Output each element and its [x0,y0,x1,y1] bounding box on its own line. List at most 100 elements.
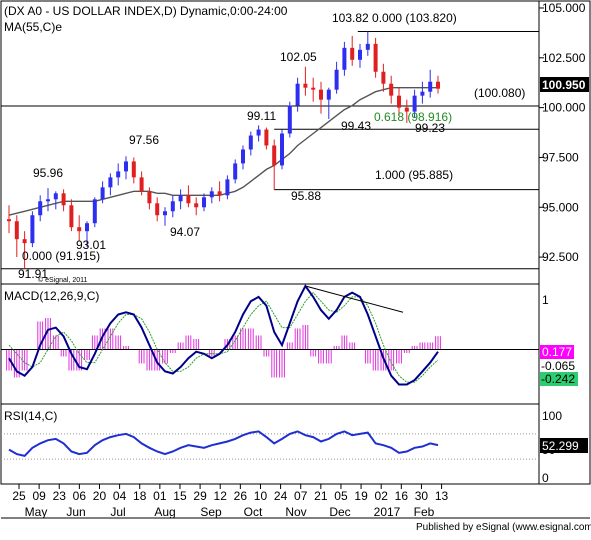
x-day-label: 15 [173,489,187,503]
x-month-label: Oct [244,505,263,519]
chart-title: (DX A0 - US DOLLAR INDEX,D) Dynamic,0:00… [4,4,288,18]
price-tick-label: 97.500 [542,150,579,164]
current-price-value: 100.950 [542,78,586,92]
price-y-ticks: 105.000 102.500 100.000 97.500 95.000 92.500 [539,1,586,264]
candle-body [147,191,152,204]
label-99-23: 99.23 [415,121,445,135]
candle-body [311,87,316,90]
candle-body [256,129,261,136]
macd-signal-line [8,291,439,383]
candle-body [404,107,409,112]
x-month-label: Jun [66,505,85,519]
candle-body [14,221,19,240]
candle-body [295,83,300,106]
candle-body [194,203,199,208]
macd-trendline [305,285,404,313]
x-day-label: 29 [193,489,207,503]
macd-line [8,284,439,386]
x-day-label: 12 [214,489,228,503]
candle-body [241,149,245,164]
candle-body [92,199,97,224]
x-day-label: 09 [32,489,46,503]
candle-body [100,187,105,200]
candle-body [389,83,394,96]
candles [7,31,440,269]
candle-body [53,193,58,200]
rsi-tick-100: 100 [542,409,562,423]
x-month-label: Jul [110,505,125,519]
x-day-label: 10 [254,489,268,503]
x-day-label: 02 [375,489,389,503]
base-0-label: 0.000 (91.915) [22,249,100,263]
macd-label: MACD(12,26,9,C) [4,289,99,303]
x-day-label: 05 [334,489,348,503]
macd-value-tag [540,372,578,386]
candle-body [69,205,74,228]
x-day-label: 07 [294,489,308,503]
candle-body [209,191,214,198]
candle-body [46,199,50,202]
x-day-label: 16 [395,489,409,503]
macd-signal-value: -0.065 [541,359,575,373]
label-93-01: 93.01 [76,238,106,252]
rsi-tick-0: 0 [542,471,549,485]
price-level-lines [1,30,539,270]
macd-signal-tag [540,359,574,372]
rsi-line [8,430,439,458]
candle-body [373,43,378,72]
x-month-label: Feb [414,505,435,519]
candle-body [22,239,27,244]
candle-body [436,81,440,89]
candle-body [77,227,82,232]
candle-body [131,161,136,178]
label-94-07: 94.07 [170,225,200,239]
candle-body [272,145,277,166]
macd-tick-1: 1 [542,293,549,307]
candle-body [420,91,425,96]
candle-body [38,201,43,216]
candle-body [61,193,66,206]
x-day-label: 13 [435,489,449,503]
label-102-05: 102.05 [280,50,317,64]
candle-body [248,135,253,150]
macd-value: -0.242 [541,372,575,386]
x-day-label: 20 [93,489,107,503]
x-month-label: Sep [200,505,222,519]
x-day-label: 25 [12,489,26,503]
x-day-label: 26 [234,489,248,503]
macd-histogram [6,317,441,378]
candle-body [163,211,167,216]
publisher-credit: Published by eSignal (www.esignal.com) [416,522,591,533]
x-day-label: 01 [153,489,167,503]
candle-body [155,203,160,216]
candle-body [116,171,121,178]
candle-body [397,95,401,108]
candle-body [124,161,128,172]
candle-body [186,195,191,204]
candle-body [350,47,355,60]
label-95-96: 95.96 [33,166,63,180]
candle-body [7,219,11,222]
x-month-label: Aug [154,505,175,519]
rsi-label: RSI(14,C) [4,409,57,423]
candle-body [202,197,206,208]
x-month-label: May [25,505,48,519]
fib-618-label: 0.618 (98.916) [374,110,452,124]
candle-body [170,201,175,212]
candle-body [334,69,339,90]
x-day-label: 19 [354,489,368,503]
rsi-panel-frame [0,403,540,485]
candle-body [319,89,323,100]
candle-body [280,133,284,166]
x-day-label: 23 [53,489,67,503]
level-100080-label: (100.080) [474,86,525,100]
price-tick-label: 105.000 [542,1,586,15]
axis-frame [538,0,591,485]
fib-1-label: 1.000 (95.885) [375,168,453,182]
x-day-label: 21 [314,489,328,503]
candle-body [233,163,238,180]
candle-body [428,81,433,92]
candle-body [139,177,144,192]
